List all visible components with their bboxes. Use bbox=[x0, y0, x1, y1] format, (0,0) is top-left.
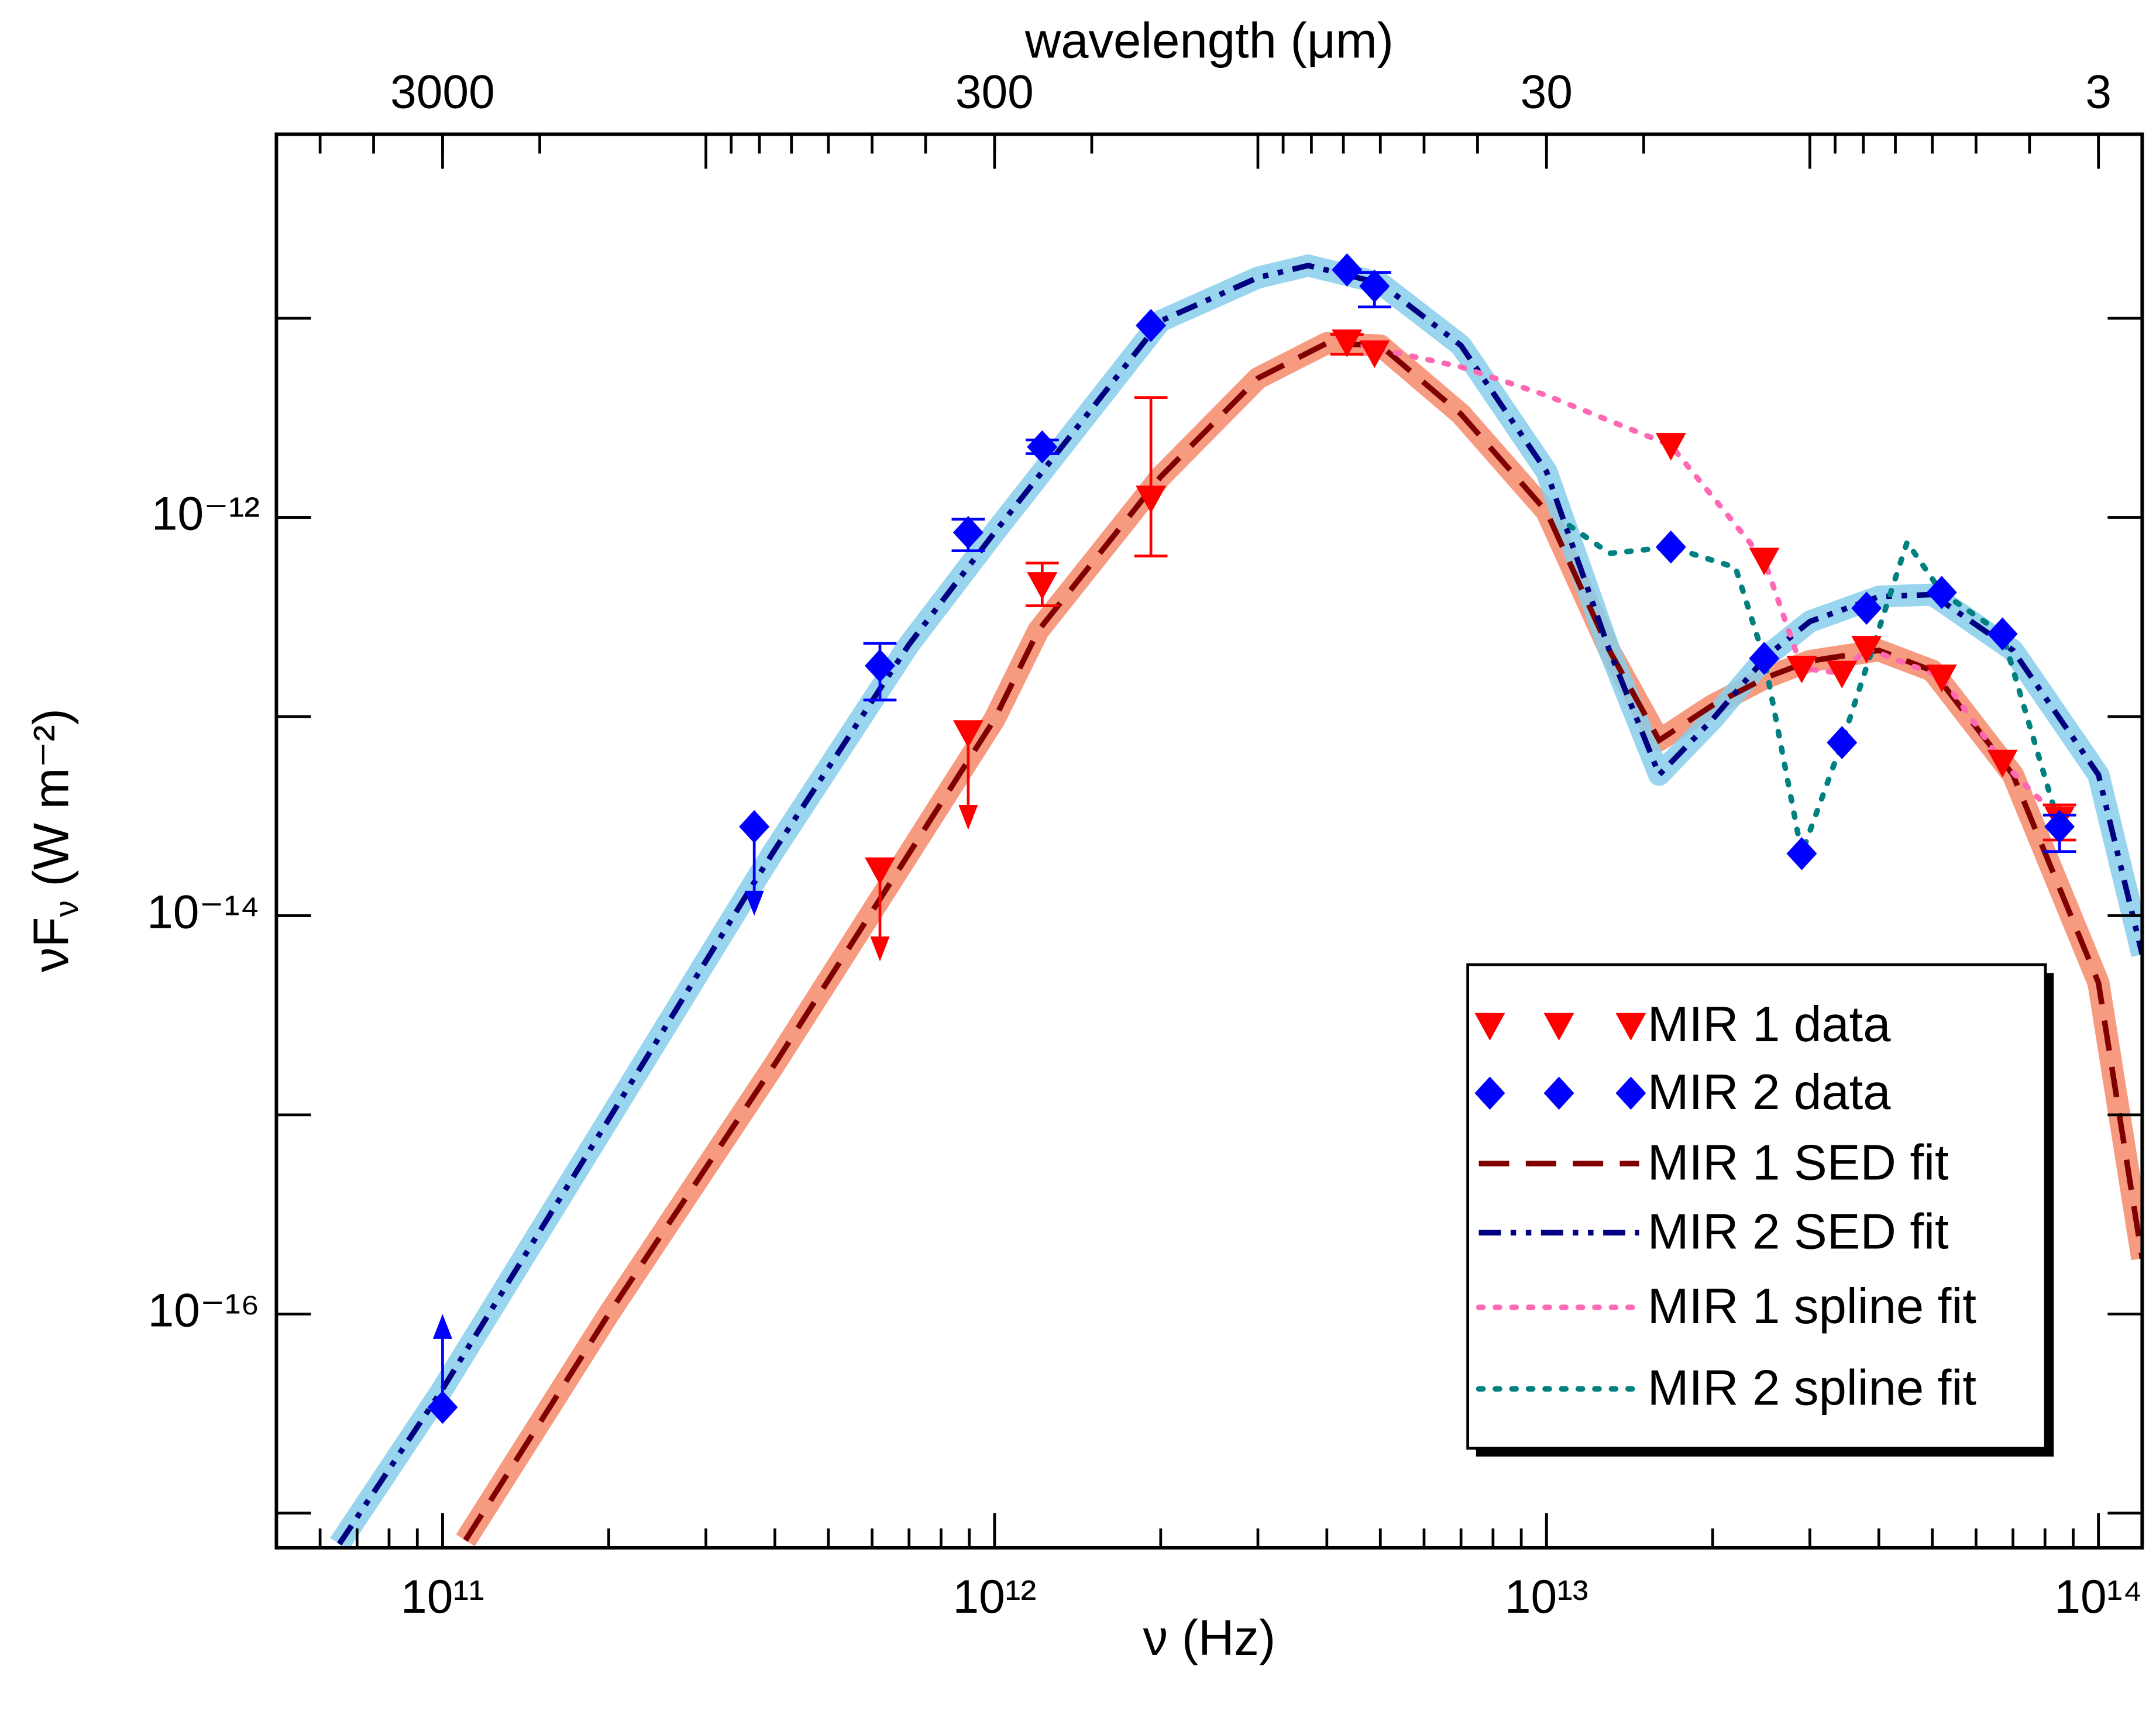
x2-axis-label: wavelength (μm) bbox=[1024, 13, 1394, 68]
diamond-marker bbox=[1987, 617, 2018, 651]
diamond-marker bbox=[953, 515, 984, 549]
diamond-marker bbox=[739, 810, 770, 844]
limit-arrow-head bbox=[744, 890, 764, 916]
limit-arrow-head bbox=[432, 1314, 452, 1339]
legend-label: MIR 2 spline fit bbox=[1648, 1360, 1976, 1416]
diamond-marker bbox=[1136, 309, 1167, 342]
diamond-marker bbox=[1359, 269, 1390, 303]
y-label-unit: (W m⁻²) bbox=[24, 708, 80, 900]
triangle-marker bbox=[1332, 329, 1363, 357]
fit-line bbox=[463, 340, 2143, 1542]
triangle-marker bbox=[1655, 433, 1686, 461]
y-tick-label: 10⁻¹⁴ bbox=[147, 886, 260, 939]
plot-frame bbox=[274, 132, 2144, 1550]
diamond-marker bbox=[1655, 530, 1686, 564]
triangle-marker bbox=[1851, 636, 1882, 664]
triangle-marker bbox=[1027, 572, 1058, 600]
triangle-marker bbox=[1786, 655, 1817, 684]
y-label-sub: ν bbox=[49, 900, 85, 917]
triangle-marker bbox=[1543, 1013, 1574, 1041]
error-bar bbox=[1134, 396, 1168, 557]
diamond-marker bbox=[1543, 1076, 1574, 1110]
triangle-marker bbox=[1474, 1013, 1505, 1041]
fit-line bbox=[336, 263, 2143, 1546]
legend-label: MIR 1 data bbox=[1648, 997, 1892, 1052]
x-tick-label: 10¹³ bbox=[1505, 1571, 1588, 1623]
limit-arrow-head bbox=[870, 936, 890, 962]
x2-tick-label: 30 bbox=[1521, 66, 1573, 119]
diamond-marker bbox=[1827, 726, 1858, 759]
legend-label: MIR 1 spline fit bbox=[1648, 1279, 1976, 1334]
x2-tick-label: 3 bbox=[2085, 66, 2112, 119]
y-axis-label: νFν (W m⁻²) bbox=[24, 708, 85, 972]
triangle-marker bbox=[1987, 749, 2018, 777]
limit-arrow-head bbox=[958, 805, 978, 830]
triangle-marker bbox=[1615, 1013, 1646, 1041]
y-tick-label: 10⁻¹⁶ bbox=[148, 1285, 260, 1337]
triangle-marker bbox=[1827, 660, 1858, 688]
diamond-marker bbox=[427, 1390, 458, 1424]
diamond-marker bbox=[1615, 1076, 1646, 1110]
diamond-marker bbox=[1027, 430, 1058, 464]
triangle-marker bbox=[865, 857, 895, 885]
x-tick-label: 10¹² bbox=[953, 1571, 1036, 1623]
legend-box bbox=[1466, 963, 2047, 1450]
diamond-marker bbox=[1851, 591, 1882, 625]
legend-label: MIR 2 SED fit bbox=[1648, 1204, 1949, 1260]
triangle-marker bbox=[953, 720, 984, 748]
triangle-marker bbox=[1926, 665, 1957, 693]
y-label-main: νF bbox=[24, 917, 80, 972]
legend-label: MIR 1 SED fit bbox=[1648, 1135, 1949, 1190]
x-axis-label: ν (Hz) bbox=[1143, 1610, 1276, 1666]
x2-tick-label: 300 bbox=[955, 66, 1034, 119]
y-tick-label: 10⁻¹² bbox=[152, 488, 260, 541]
x2-tick-label: 3000 bbox=[390, 66, 495, 119]
triangle-marker bbox=[1749, 548, 1780, 576]
triangle-marker bbox=[1136, 486, 1167, 514]
legend-label: MIR 2 data bbox=[1648, 1065, 1892, 1120]
diamond-marker bbox=[1926, 576, 1957, 610]
triangle-marker bbox=[1359, 340, 1390, 369]
diamond-marker bbox=[1749, 642, 1780, 675]
x-tick-label: 10¹¹ bbox=[401, 1571, 484, 1623]
diamond-marker bbox=[1786, 836, 1817, 870]
diamond-marker bbox=[2044, 810, 2075, 844]
x-tick-label: 10¹⁴ bbox=[2054, 1571, 2143, 1623]
